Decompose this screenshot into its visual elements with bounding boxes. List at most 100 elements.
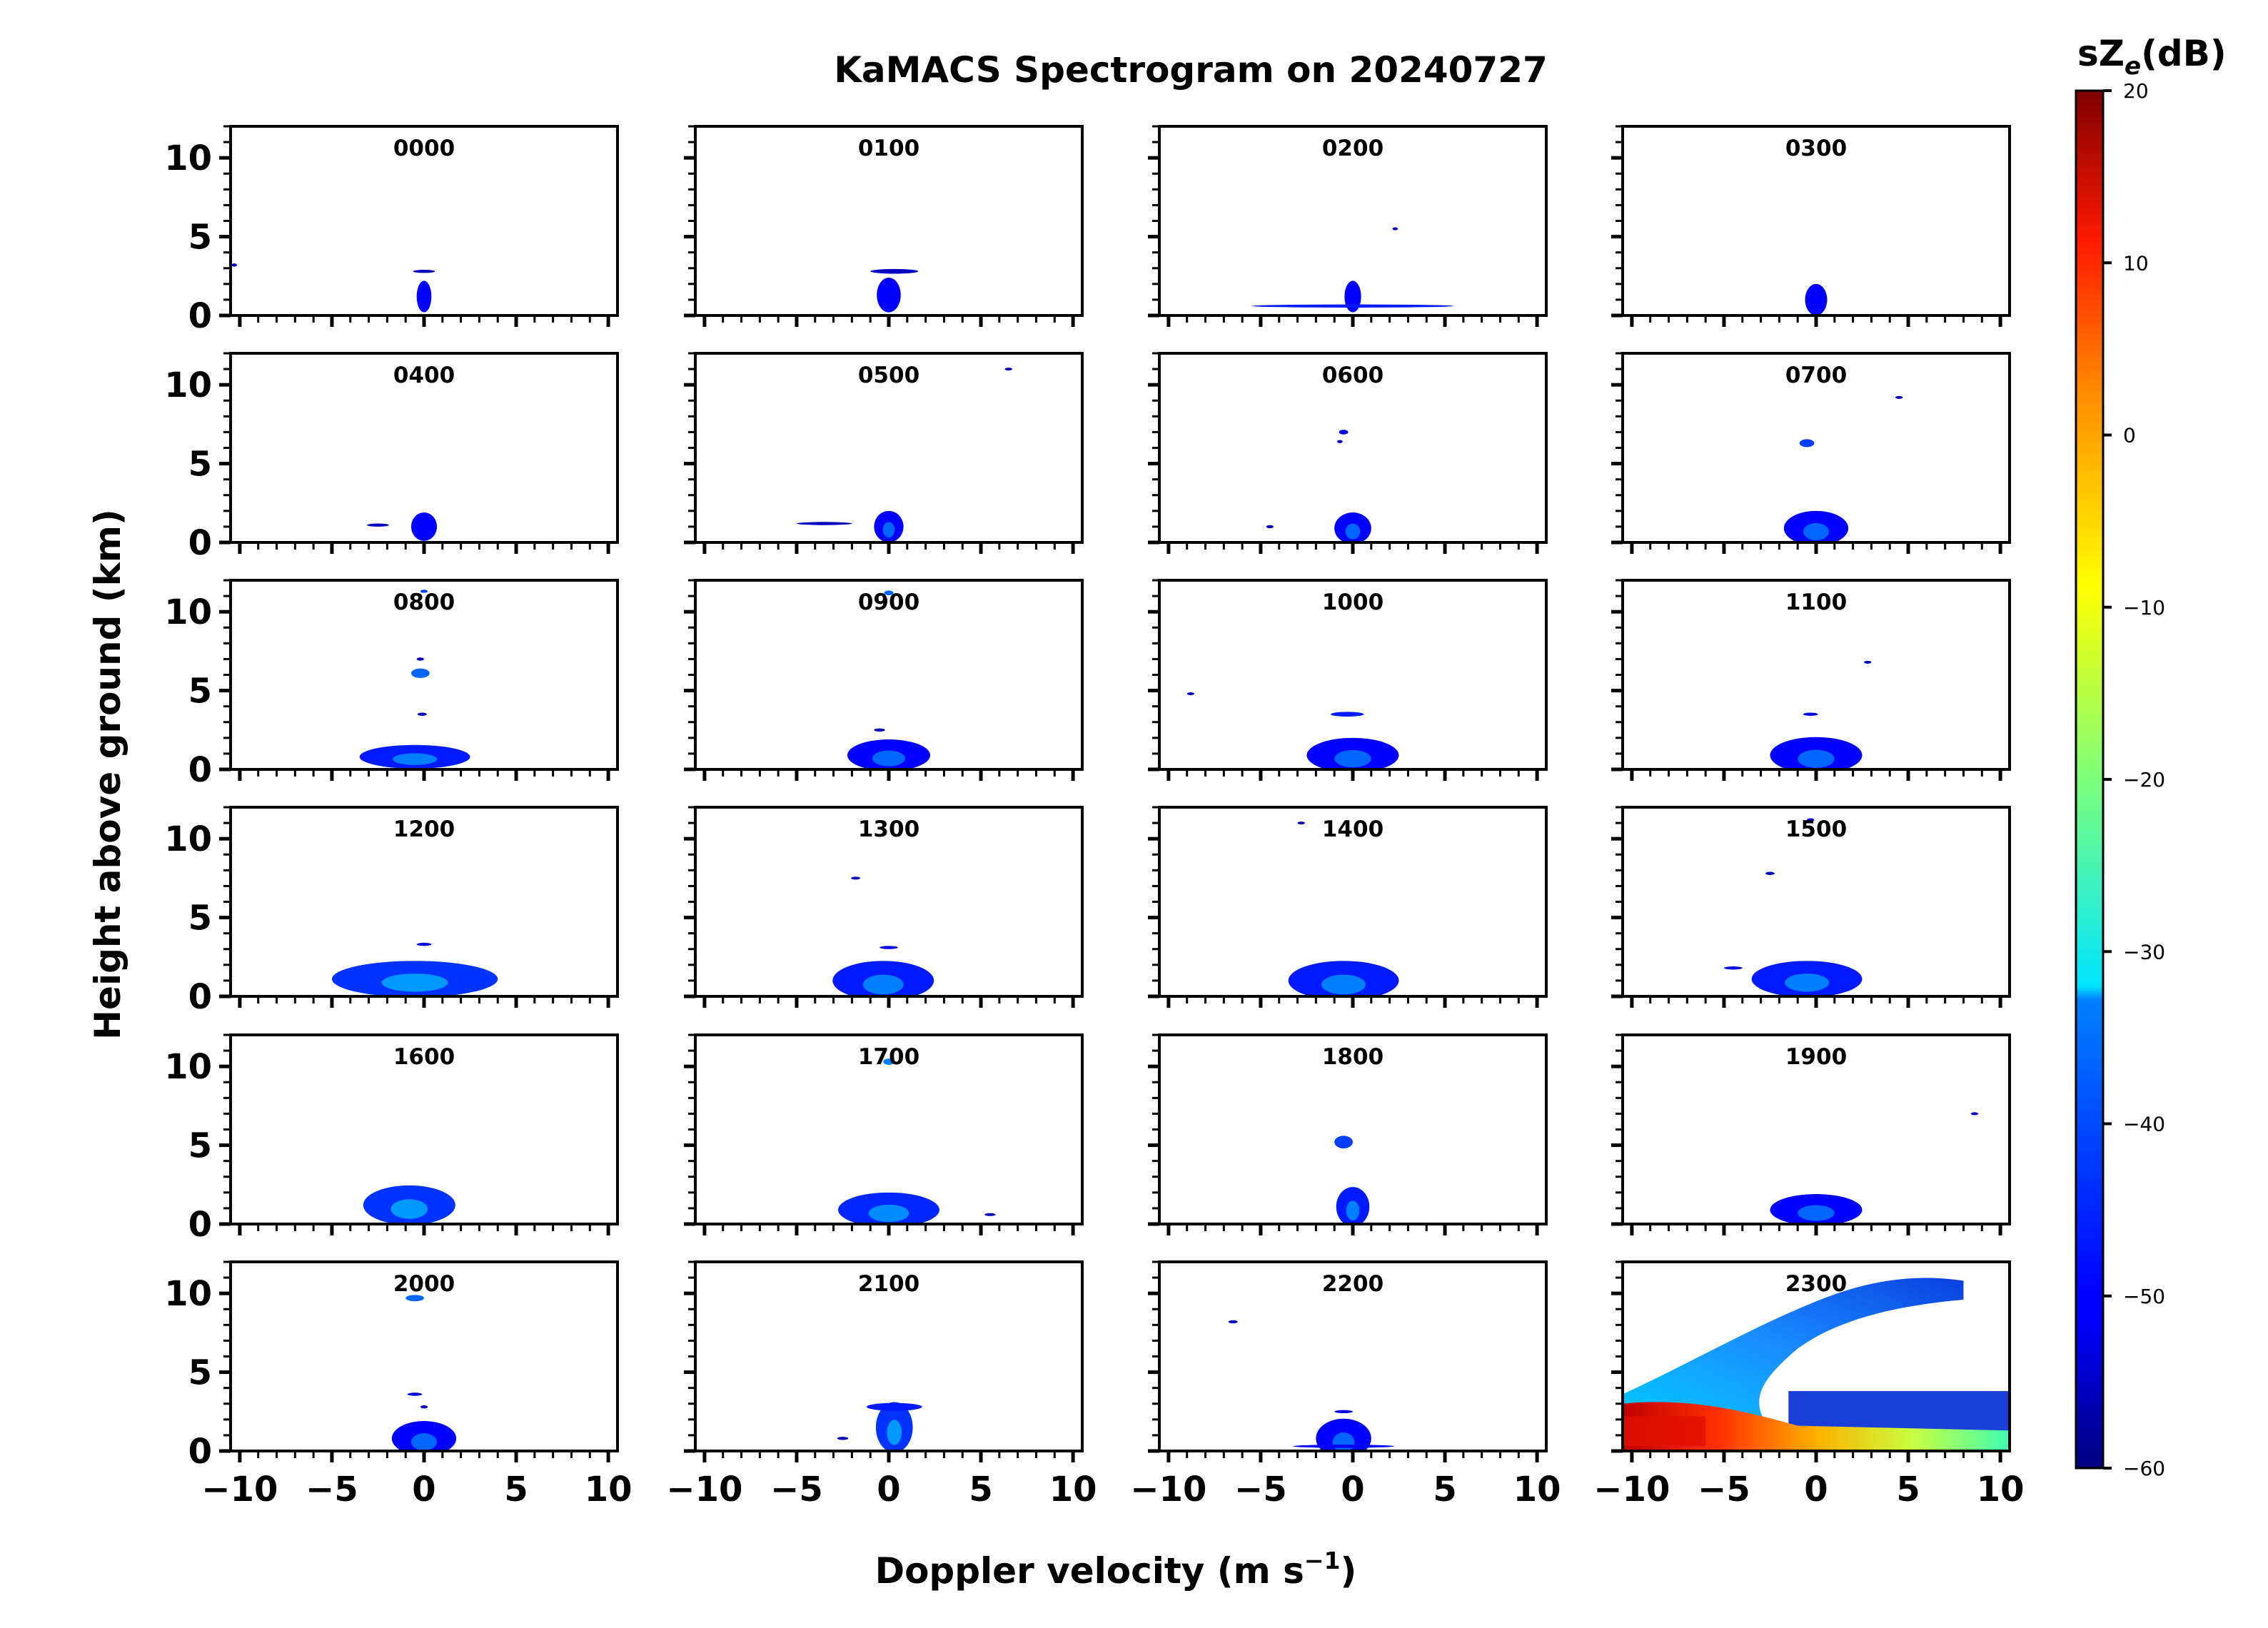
panel-time-label: 0900 [858,590,919,615]
echo-blob [1331,712,1364,717]
echo-blob [1895,395,1903,399]
x-tick-label: −10 [666,1470,742,1510]
echo-blob [1293,1445,1395,1448]
echo-band-right [1788,1391,2010,1432]
colorbar-tick-label: 20 [2123,79,2149,103]
echo-blob [420,590,428,593]
x-tick-label: 0 [1804,1470,1828,1510]
x-tick-label: −10 [1593,1470,1670,1510]
echo-blob-core [1798,749,1835,768]
panel-0900: 0900 [684,579,1084,781]
x-axis-label-main: Doppler velocity (m s [875,1550,1304,1592]
echo-blob-core [862,974,904,995]
panel-data [796,368,1012,542]
echo-blob-core [1332,1432,1355,1451]
panel-2200: 2200 −10 −5 0 5 10 [1130,1260,1561,1510]
y-tick-label: 10 [164,138,212,178]
echo-blob [1251,304,1454,308]
panel-data [1186,692,1399,769]
echo-blob [1864,660,1872,664]
x-tick-label: −5 [306,1470,358,1510]
colorbar-tick-label: −60 [2123,1457,2165,1480]
panel-1000: 1000 [1148,579,1548,781]
echo-core-hot [1623,1416,1706,1447]
colorbar-gradient [2075,89,2105,1470]
echo-blob [1339,430,1349,435]
panel-time-label: 0600 [1322,363,1384,388]
x-tick-label: 10 [1977,1470,2025,1510]
echo-blob [880,946,898,949]
panel-data [838,1058,996,1224]
colorbar-tick-label: −10 [2123,596,2165,620]
panel-data [870,268,919,313]
panel-0700: 0700 [1611,352,2011,554]
x-tick-label: −5 [1698,1470,1750,1510]
echo-blob [410,668,430,678]
x-tick-label: 10 [1513,1470,1561,1510]
y-tick-label: 10 [164,819,212,859]
panel-data [1266,430,1371,542]
echo-blob [413,269,435,273]
colorbar-ticks: 20 10 0 −10 −20 −30 −40 −50 −60 [2103,79,2165,1480]
echo-blob [1803,712,1818,716]
panel-time-label: 0100 [858,136,919,161]
colorbar-tick-label: −30 [2123,940,2165,964]
echo-blob [877,278,901,313]
echo-blob-core [1798,1205,1835,1221]
panel-1100: 1100 [1611,579,2011,781]
echo-blob [1337,440,1343,443]
panel-time-label: 0700 [1785,363,1847,388]
x-tick-label: −10 [1130,1470,1206,1510]
echo-blob [416,280,432,313]
echo-blob [870,268,919,274]
echo-blob [851,876,860,880]
panel-1300: 1300 [684,806,1084,1008]
panel-time-label: 1700 [858,1044,919,1070]
y-tick-label: 5 [188,445,212,485]
x-tick-label: 5 [1896,1470,1920,1510]
echo-blob [366,523,389,527]
y-tick-label: 0 [188,1205,212,1245]
panel-2000: 2000 0 5 10 −10 −5 0 5 10 [164,1260,632,1510]
colorbar: sZe(dB) 20 10 0 −10 −20 −30 −40 −50 −60 [2075,33,2227,1480]
y-tick-label: 5 [188,1353,212,1393]
echo-blob [1392,227,1398,231]
colorbar-tick-label: −40 [2123,1113,2165,1136]
colorbar-label: sZe(dB) [2077,33,2227,81]
colorbar-tick-label: 0 [2123,424,2136,448]
echo-blob [407,1392,423,1396]
echo-blob [1970,1112,1979,1116]
echo-blob [1228,1320,1238,1324]
y-tick-label: 10 [164,365,212,405]
colorbar-tick-label: −20 [2123,768,2165,792]
panel-data [231,263,435,313]
y-tick-label: 5 [188,899,212,939]
y-axis-label: Height above ground (km) [87,509,128,1040]
panel-time-label: 2300 [1785,1271,1847,1297]
echo-blob-core [882,522,895,538]
y-tick-label: 0 [188,523,212,563]
x-axis-label: Doppler velocity (m s−1) [875,1547,1357,1592]
panel-data [1334,1136,1370,1224]
panel-1200: 1200 0 5 10 [164,806,619,1017]
panel-time-label: 1200 [393,816,455,842]
x-tick-label: −10 [201,1470,278,1510]
echo-blob [884,590,894,595]
echo-blob [416,942,432,946]
panel-0800: 0800 0 5 10 [164,579,619,790]
panel-1600: 1600 0 5 10 [164,1033,619,1245]
echo-blob [1334,1136,1353,1148]
panel-time-label: 0300 [1785,136,1847,161]
y-tick-label: 10 [164,1047,212,1087]
y-tick-label: 0 [188,1432,212,1472]
echo-blob [796,522,852,525]
panel-0300: 0300 [1611,125,2011,327]
panel-1900: 1900 [1611,1033,2011,1235]
panel-2100: 2100 −10 −5 0 5 10 [666,1260,1097,1510]
echo-blob [1344,280,1361,313]
panel-time-label: 2000 [393,1271,455,1297]
x-tick-label: 10 [585,1470,632,1510]
